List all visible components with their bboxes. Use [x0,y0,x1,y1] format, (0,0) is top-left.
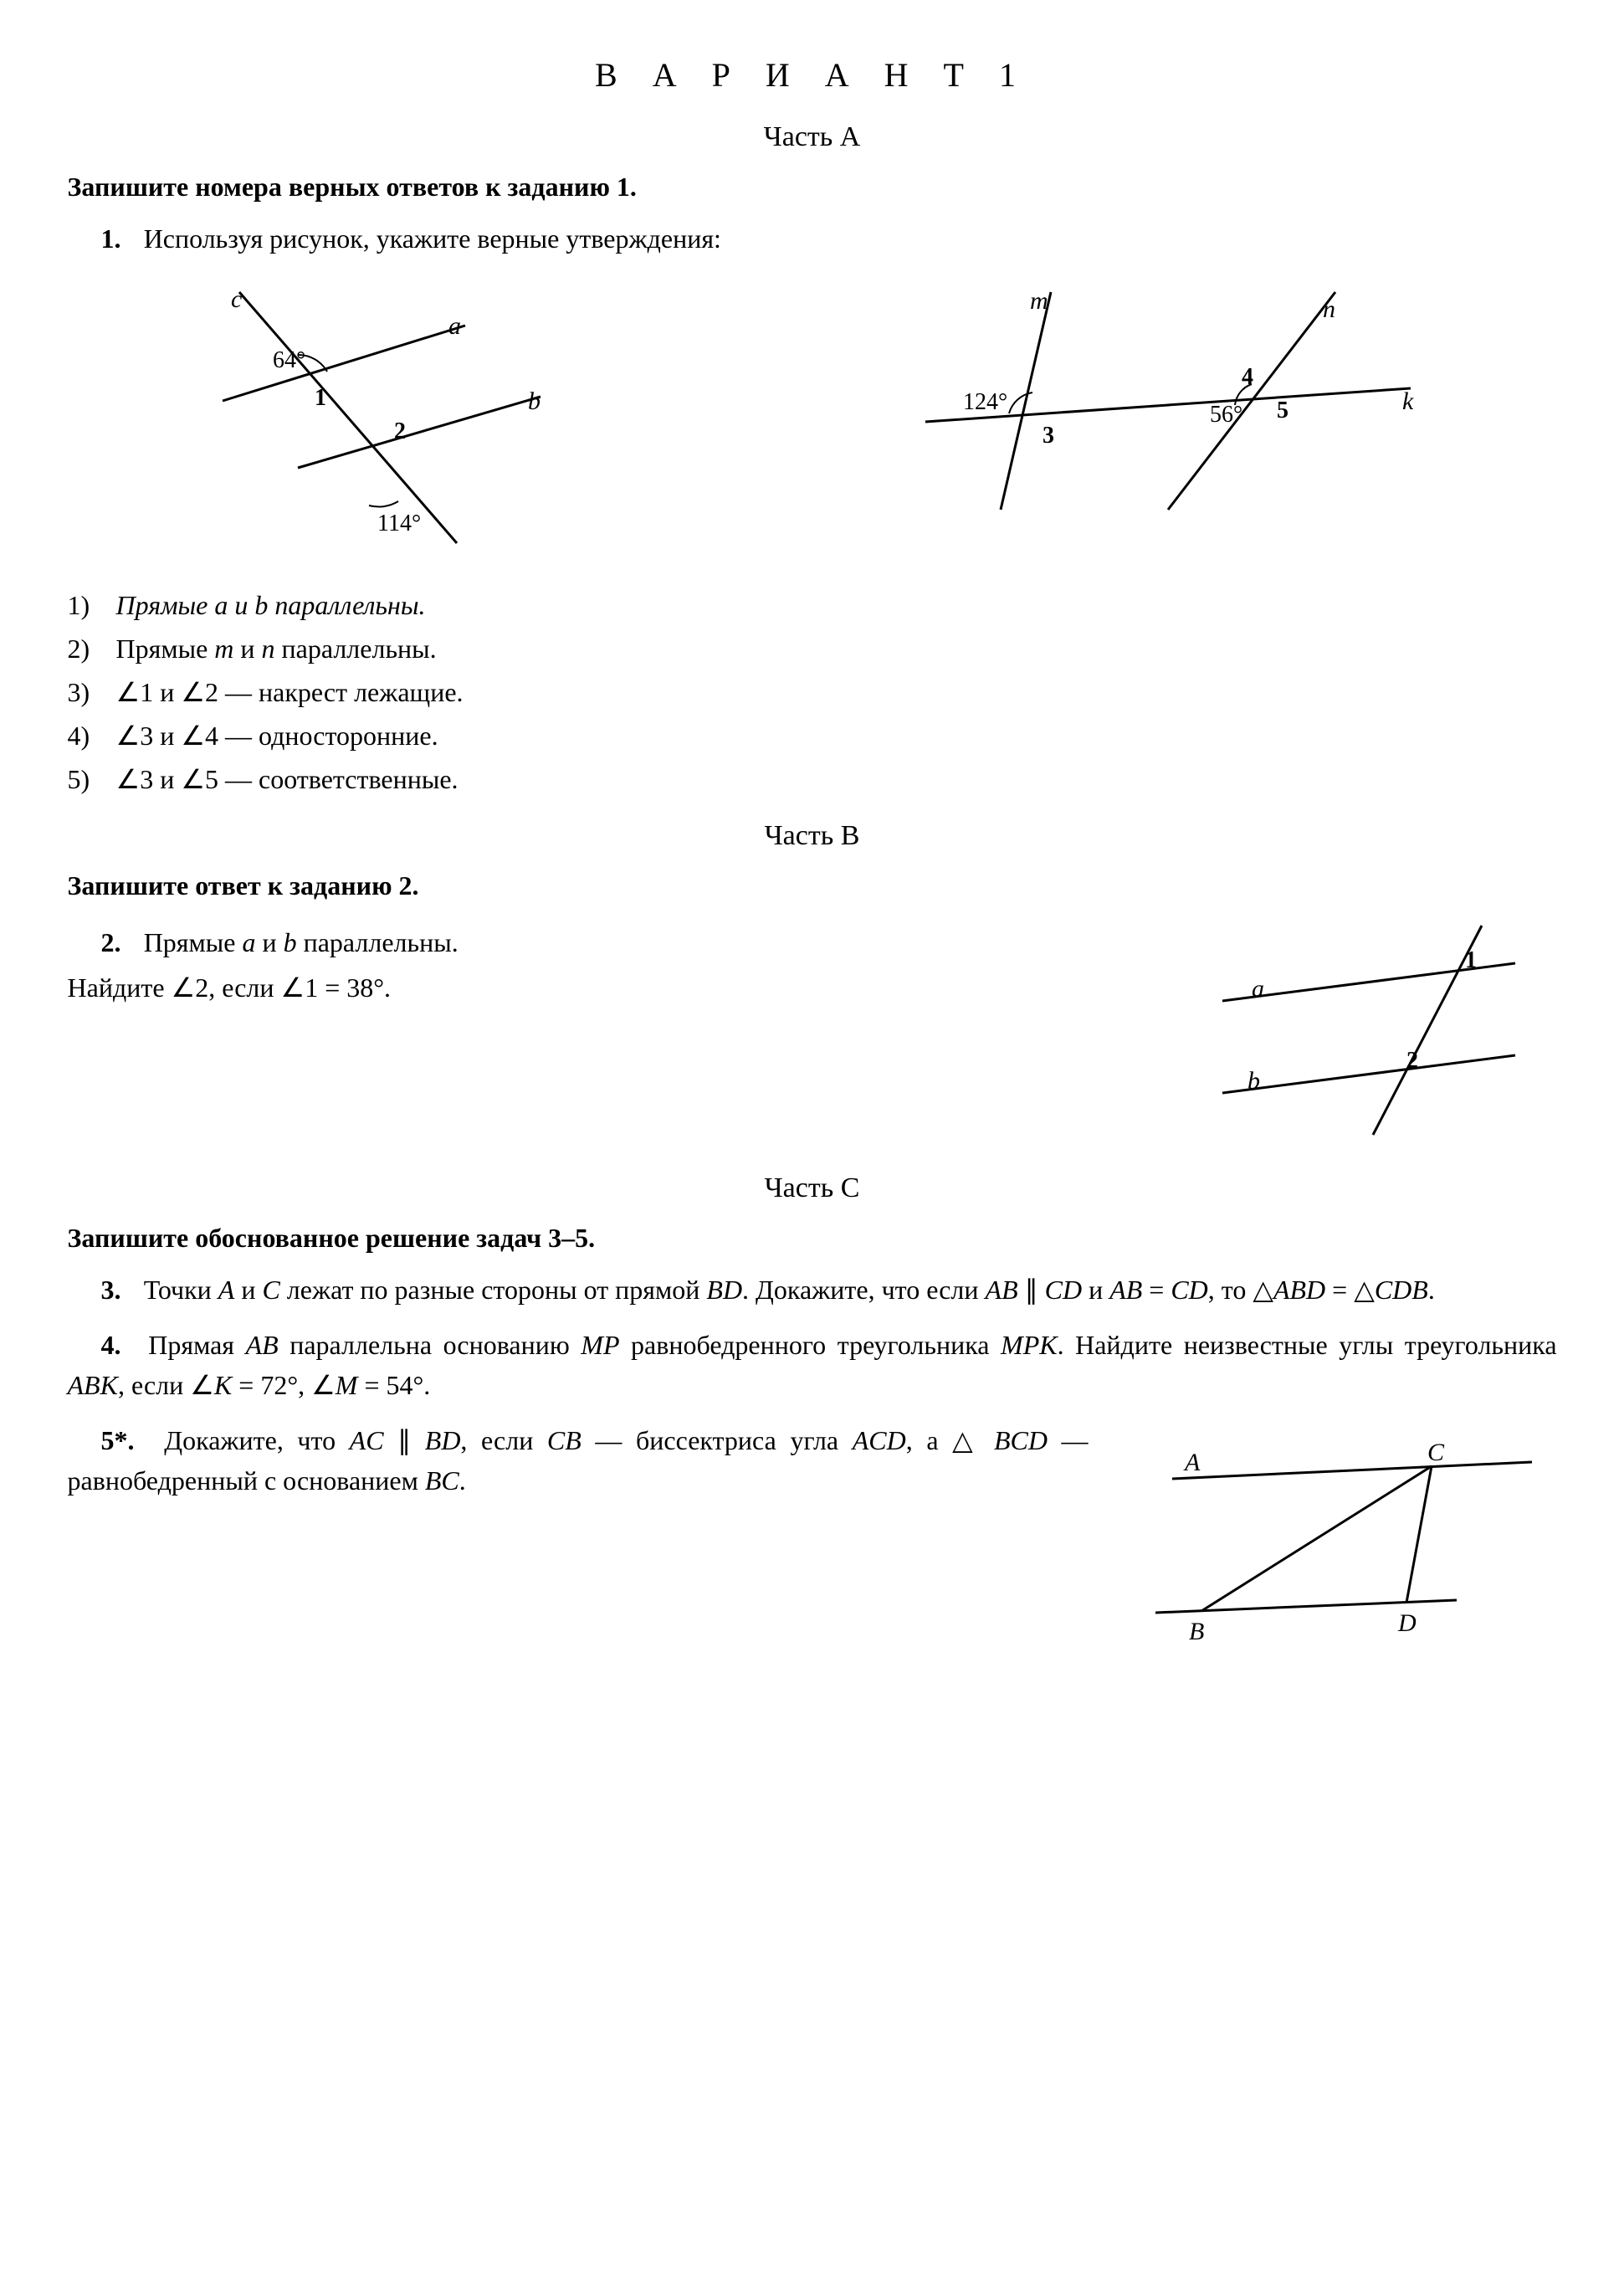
task-3-num: 3. [101,1275,121,1305]
option-1: 1) Прямые a и b параллельны. [68,585,1557,625]
task-2-line1: 2. Прямые a и b параллельны. [68,922,1139,962]
option-5: 5) ∠3 и ∠5 — соответственные. [68,759,1557,799]
label-b: b [528,387,540,415]
task-4-text: Прямая AB параллельна основанию MP равно… [68,1330,1557,1400]
option-1-num: 1) [68,585,110,625]
option-3: 3) ∠1 и ∠2 — накрест лежащие. [68,672,1557,712]
figure-2: a b 1 2 [1172,917,1557,1152]
task-2-num: 2. [101,927,121,957]
point-1: 1 [315,385,326,411]
part-b-heading: Часть B [68,814,1557,857]
option-2-num: 2) [68,629,110,669]
angle-64: 64° [273,347,305,373]
option-3-text: ∠1 и ∠2 — накрест лежащие. [116,677,464,707]
option-5-text: ∠3 и ∠5 — соответственные. [116,764,459,794]
label-m: m [1030,287,1048,315]
figure-1-right: m n k 124° 3 4 56° 5 [900,275,1436,526]
instruction-1: Запишите номера верных ответов к заданию… [68,167,1557,207]
figure-1-left: c a b 64° 1 2 114° [189,275,624,560]
fig5-label-D: D [1397,1609,1417,1637]
fig2-point-1: 1 [1465,947,1477,973]
task-1-num: 1. [101,223,121,254]
option-1-text: Прямые a и b параллельны. [116,590,426,620]
fig2-label-a: a [1252,975,1264,1003]
option-4-text: ∠3 и ∠4 — односторонние. [116,721,438,751]
angle-124: 124° [963,389,1007,415]
label-c: c [231,285,242,313]
part-a-heading: Часть A [68,115,1557,158]
task-5-block: 5*. Докажите, что AC ∥ BD, если CB — бис… [68,1420,1557,1655]
task-5: 5*. Докажите, что AC ∥ BD, если CB — бис… [68,1420,1089,1501]
task-2-text1: Прямые a и b параллельны. [144,927,459,957]
fig2-point-2: 2 [1406,1048,1418,1074]
option-4-num: 4) [68,716,110,756]
task-1-text: Используя рисунок, укажите верные утверж… [144,223,721,254]
option-2: 2) Прямые m и n параллельны. [68,629,1557,669]
option-5-num: 5) [68,759,110,799]
fig2-label-b: b [1247,1067,1260,1095]
task-5-text: Докажите, что AC ∥ BD, если CB — биссект… [68,1425,1089,1496]
task-4: 4. Прямая AB параллельна основанию MP ра… [68,1325,1557,1405]
label-n: n [1323,295,1335,323]
point-3: 3 [1043,423,1054,449]
instruction-2: Запишите ответ к заданию 2. [68,865,1557,906]
option-2-text: Прямые m и n параллельны. [116,634,437,664]
fig5-label-B: B [1189,1618,1204,1645]
task-4-num: 4. [101,1330,121,1360]
main-title: В А Р И А Н Т 1 [68,50,1557,100]
point-5: 5 [1277,398,1288,423]
part-c-heading: Часть C [68,1167,1557,1209]
task-5-num: 5*. [101,1425,135,1455]
figure-5: A C B D [1122,1420,1557,1655]
fig5-label-C: C [1427,1439,1445,1466]
task-1: 1. Используя рисунок, укажите верные утв… [68,218,1557,259]
task-2-block: 2. Прямые a и b параллельны. Найдите ∠2,… [68,917,1557,1152]
angle-56: 56° [1210,402,1242,428]
instruction-3: Запишите обоснованное решение задач 3–5. [68,1218,1557,1258]
point-2: 2 [394,418,406,444]
task-3: 3. Точки A и C лежат по разные стороны о… [68,1270,1557,1310]
label-a: a [448,312,461,340]
fig5-label-A: A [1183,1449,1201,1476]
task-1-figures: c a b 64° 1 2 114° [68,275,1557,560]
option-3-num: 3) [68,672,110,712]
task-3-text: Точки A и C лежат по разные стороны от п… [144,1275,1435,1305]
label-k: k [1402,387,1414,415]
option-4: 4) ∠3 и ∠4 — односторонние. [68,716,1557,756]
task-2-text2: Найдите ∠2, если ∠1 = 38°. [68,967,1139,1008]
angle-114: 114° [377,510,421,536]
